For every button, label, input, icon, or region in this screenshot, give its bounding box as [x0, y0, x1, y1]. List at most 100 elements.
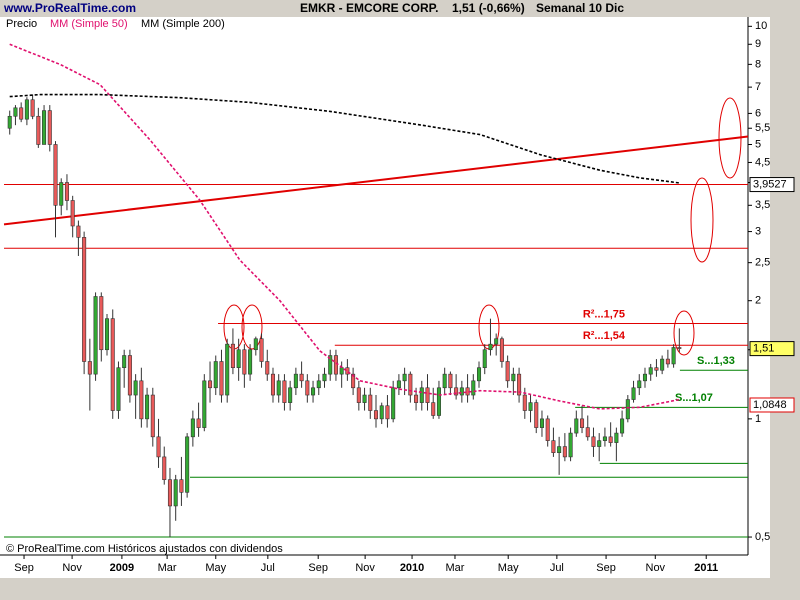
candle-body [76, 225, 81, 238]
candle-body [522, 394, 527, 411]
candle-body [414, 394, 419, 403]
candle-body [568, 432, 573, 458]
candle-body [208, 380, 213, 389]
candle-body [545, 418, 550, 441]
candle-body [436, 387, 441, 416]
y-tick-label: 7 [755, 81, 761, 93]
candle-body [448, 373, 453, 389]
candle-body [454, 387, 459, 396]
candle-body [562, 446, 567, 458]
candle-body [557, 446, 562, 454]
candle-body [505, 361, 510, 382]
annotation-ellipse [673, 310, 695, 356]
candle-body [671, 347, 676, 365]
candle-body [391, 387, 396, 420]
candle-body [288, 387, 293, 403]
moving-average [9, 43, 681, 410]
candle-body [539, 418, 544, 428]
candle-body [368, 394, 373, 411]
candle-body [494, 338, 499, 345]
candle-body [614, 432, 619, 443]
candle-body [82, 237, 87, 362]
y-tick-label: 8 [755, 58, 761, 70]
trend-line [3, 135, 749, 226]
x-tick-label: Mar [446, 562, 465, 574]
x-tick-label: May [498, 562, 519, 574]
x-tick-label: Nov [62, 562, 82, 574]
candle-body [7, 115, 12, 129]
axis-value-label: 3,9527 [753, 178, 787, 190]
candle-body [265, 361, 270, 375]
x-tick-label: Nov [646, 562, 666, 574]
candle-body [608, 436, 613, 443]
candle-body [270, 373, 276, 396]
candle-body [597, 440, 602, 447]
candle-body [660, 358, 665, 371]
candle-body [116, 367, 121, 411]
y-tick-label: 1 [755, 413, 761, 425]
annotations [223, 97, 742, 356]
source: www.ProRealTime.com [3, 1, 136, 15]
y-tick-label: 2 [755, 295, 761, 307]
candle-body [202, 380, 207, 428]
candle-body [517, 373, 522, 396]
x-tick-label: Nov [355, 562, 375, 574]
x-tick-label: 2010 [400, 562, 424, 574]
candle-body [253, 338, 258, 351]
candle-body [665, 358, 670, 365]
candle-body [230, 343, 235, 369]
level-label: R²...1,75 [583, 308, 625, 320]
axis-value-box [749, 397, 795, 413]
candle-body [476, 367, 482, 382]
candle-body [53, 144, 58, 206]
candle-body [511, 373, 516, 382]
candle-body [602, 436, 607, 441]
candle-body [110, 318, 115, 411]
candle-body [351, 373, 356, 389]
candle-body [64, 182, 69, 201]
level-label: R²...1,54 [583, 330, 626, 342]
candle-body [339, 367, 344, 375]
candle-body [408, 373, 413, 396]
candle-body [311, 387, 316, 396]
candle-body [442, 373, 447, 389]
y-tick-label: 5,5 [755, 122, 770, 134]
candle-body [637, 380, 642, 389]
candle-body [528, 402, 533, 411]
candle-body [167, 479, 172, 507]
candle-body [87, 361, 92, 375]
candle-body [499, 338, 504, 362]
candle-body [156, 436, 161, 458]
candle-body [648, 367, 653, 375]
candle-body [196, 418, 201, 428]
candle-body [47, 110, 52, 145]
y-tick-label: 0,5 [755, 531, 770, 543]
moving-average [9, 93, 681, 184]
candle-body [133, 380, 138, 396]
candle-body [591, 436, 596, 447]
axis-value-label: 1,51 [753, 343, 774, 355]
y-tick-label: 4,5 [755, 156, 770, 168]
candle-body [122, 355, 127, 369]
axis-value-label: 1,0848 [753, 399, 787, 411]
y-tick-label: 5 [755, 138, 761, 150]
legend-entry: MM (Simple 200) [141, 18, 225, 30]
candle-body [551, 440, 556, 454]
candle-body [225, 343, 230, 396]
x-tick-label: Jul [550, 562, 564, 574]
candle-body [236, 349, 241, 369]
candle-body [190, 418, 195, 438]
candle-body [19, 107, 24, 120]
candle-body [282, 380, 287, 403]
candle-body [585, 427, 590, 438]
candle-body [625, 399, 630, 420]
candle-body [259, 338, 264, 362]
candle-body [425, 387, 430, 403]
candle-body [642, 373, 648, 382]
candle-body [356, 387, 361, 403]
candle-body [620, 418, 625, 434]
candle-body [36, 115, 41, 145]
candle-body [328, 355, 333, 375]
axis-value-box [749, 177, 795, 193]
